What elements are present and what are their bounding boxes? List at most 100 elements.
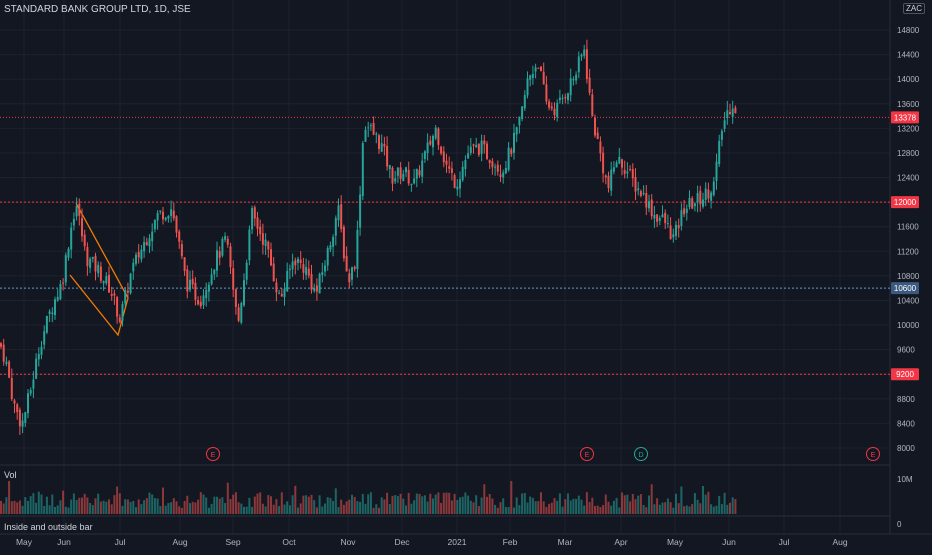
candle-body-234: [631, 169, 634, 179]
candle-body-224: [604, 175, 607, 178]
volume-bar-118: [318, 495, 321, 514]
candle-body-211: [569, 78, 572, 96]
candle-body-18: [48, 311, 51, 314]
volume-bar-180: [486, 496, 488, 514]
volume-bar-66: [178, 506, 181, 514]
candle-body-120: [324, 265, 326, 272]
volume-bar-226: [610, 505, 613, 514]
candle-body-36: [97, 264, 100, 274]
volume-bar-2: [5, 497, 8, 514]
volume-bar-270: [729, 502, 731, 514]
volume-bar-179: [483, 484, 486, 514]
currency-badge[interactable]: ZAC: [903, 3, 925, 14]
volume-bar-112: [302, 495, 305, 514]
candle-body-210: [567, 93, 569, 101]
volume-bar-61: [164, 505, 167, 514]
candle-body-255: [688, 197, 691, 207]
volume-bar-142: [383, 499, 386, 514]
candle-body-72: [194, 282, 197, 300]
candle-body-252: [680, 210, 683, 227]
candle-body-158: [426, 142, 429, 154]
candle-body-247: [666, 223, 669, 225]
volume-bar-3: [8, 480, 11, 514]
volume-bar-263: [710, 504, 713, 514]
volume-bar-204: [550, 502, 553, 514]
candle-body-49: [132, 262, 135, 272]
last-price-tag-bg: [891, 111, 919, 124]
volume-bar-262: [707, 491, 710, 514]
volume-bar-123: [332, 500, 335, 514]
candle-body-86: [232, 268, 235, 290]
volume-bar-37: [99, 501, 102, 514]
volume-bar-78: [210, 503, 213, 514]
volume-bar-26: [70, 499, 73, 514]
candle-body-3: [8, 361, 11, 378]
candle-body-263: [710, 192, 713, 201]
volume-bar-126: [340, 499, 343, 514]
volume-bar-162: [437, 492, 440, 514]
volume-bar-40: [108, 499, 110, 514]
candle-body-130: [351, 267, 353, 280]
candle-body-264: [712, 181, 715, 195]
volume-bar-117: [315, 507, 318, 514]
volume-bar-136: [367, 494, 370, 514]
volume-bar-33: [89, 502, 92, 514]
volume-bar-38: [102, 500, 105, 514]
volume-bar-227: [612, 500, 615, 514]
candle-body-116: [313, 287, 316, 292]
candle-body-235: [634, 177, 637, 192]
candle-body-29: [78, 203, 81, 216]
volume-bar-132: [356, 501, 359, 514]
candle-body-39: [105, 276, 108, 284]
x-tick-0: May: [16, 537, 33, 547]
candle-body-145: [391, 167, 394, 184]
candle-body-70: [189, 279, 191, 290]
volume-bar-203: [548, 503, 551, 514]
candle-body-46: [124, 290, 127, 304]
vol-tick-0: 10M: [897, 475, 913, 484]
volume-bar-181: [488, 494, 491, 514]
candle-body-135: [364, 129, 367, 142]
candle-body-214: [577, 56, 580, 73]
level-tag-1-bg: [891, 368, 919, 381]
volume-bar-6: [16, 502, 19, 514]
volume-bar-84: [226, 482, 229, 514]
candle-body-251: [677, 225, 680, 229]
candle-body-226: [610, 169, 613, 191]
candle-body-57: [153, 219, 156, 230]
candle-body-16: [43, 331, 46, 345]
candle-body-245: [661, 214, 664, 218]
volume-bar-138: [372, 507, 375, 514]
volume-bar-135: [364, 503, 367, 514]
level-tag-0-text: 12000: [894, 198, 917, 207]
candle-body-53: [143, 242, 146, 252]
candle-body-55: [148, 238, 151, 247]
candle-body-85: [229, 246, 232, 268]
candle-body-63: [170, 209, 173, 216]
candle-body-208: [561, 97, 564, 99]
candle-body-173: [467, 153, 470, 159]
volume-bar-249: [672, 507, 675, 514]
candle-body-151: [407, 169, 410, 184]
candle-body-195: [526, 78, 529, 96]
candle-body-200: [540, 66, 542, 72]
candle-body-28: [75, 206, 78, 217]
volume-bar-141: [380, 497, 383, 514]
candle-body-132: [356, 229, 359, 270]
candle-body-24: [64, 255, 67, 283]
volume-bar-12: [32, 493, 35, 514]
volume-bar-86: [232, 494, 235, 514]
volume-bar-76: [205, 497, 208, 514]
candle-body-44: [118, 317, 121, 322]
candle-body-205: [553, 108, 556, 116]
candle-body-20: [54, 299, 56, 316]
volume-bar-176: [475, 495, 478, 514]
volume-bar-28: [75, 500, 78, 514]
candle-body-134: [361, 143, 364, 196]
x-tick-5: Oct: [282, 537, 296, 547]
candle-body-138: [372, 122, 375, 135]
candle-body-15: [40, 346, 43, 355]
candle-body-202: [545, 84, 548, 102]
